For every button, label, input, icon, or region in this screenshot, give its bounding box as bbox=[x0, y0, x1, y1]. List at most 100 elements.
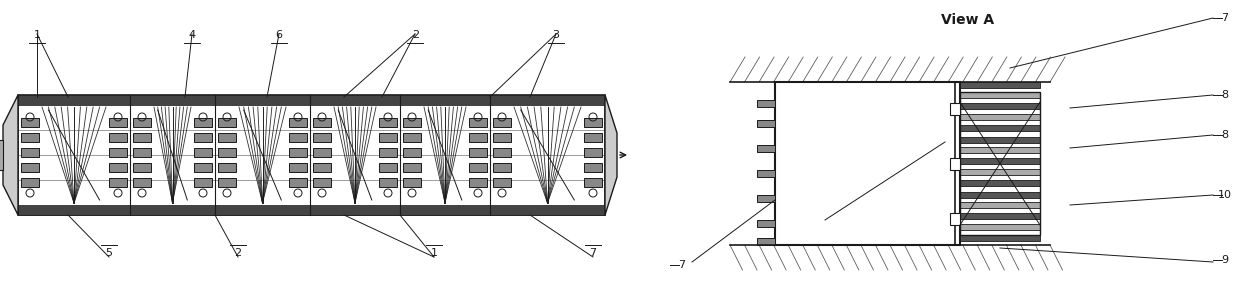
Bar bbox=[756, 220, 775, 227]
Text: 1: 1 bbox=[430, 248, 438, 258]
Bar bbox=[289, 162, 308, 172]
Bar bbox=[756, 195, 775, 202]
Bar bbox=[109, 162, 126, 172]
Bar bbox=[494, 118, 511, 127]
Bar bbox=[218, 148, 236, 157]
Bar bbox=[960, 169, 1040, 175]
Bar bbox=[312, 132, 331, 142]
Bar bbox=[494, 148, 511, 157]
Bar bbox=[193, 132, 212, 142]
Bar bbox=[950, 157, 960, 169]
Bar bbox=[584, 118, 601, 127]
Bar bbox=[193, 162, 212, 172]
Text: 6: 6 bbox=[275, 30, 283, 40]
Bar bbox=[109, 178, 126, 187]
Bar bbox=[133, 162, 151, 172]
Bar bbox=[950, 212, 960, 224]
Bar bbox=[19, 95, 605, 105]
Bar bbox=[960, 103, 1040, 109]
Bar bbox=[289, 178, 308, 187]
Bar bbox=[19, 95, 605, 215]
Text: 9: 9 bbox=[1221, 255, 1229, 265]
Bar bbox=[133, 178, 151, 187]
Text: 2: 2 bbox=[234, 248, 242, 258]
Text: 7: 7 bbox=[678, 260, 686, 270]
Bar bbox=[403, 132, 422, 142]
Bar bbox=[21, 118, 38, 127]
Bar bbox=[289, 132, 308, 142]
Bar bbox=[469, 132, 487, 142]
Bar bbox=[775, 82, 960, 245]
Bar bbox=[756, 238, 775, 245]
Bar bbox=[312, 162, 331, 172]
Bar bbox=[21, 162, 38, 172]
Bar bbox=[133, 118, 151, 127]
Bar bbox=[469, 118, 487, 127]
Bar bbox=[21, 132, 38, 142]
Bar bbox=[960, 213, 1040, 219]
Bar bbox=[756, 120, 775, 127]
Bar bbox=[403, 148, 422, 157]
Text: 3: 3 bbox=[552, 30, 559, 40]
Bar bbox=[218, 162, 236, 172]
Bar bbox=[379, 118, 397, 127]
Bar bbox=[960, 92, 1040, 235]
Text: 2: 2 bbox=[412, 30, 419, 40]
Bar bbox=[469, 178, 487, 187]
Bar bbox=[193, 148, 212, 157]
Bar bbox=[403, 118, 422, 127]
Bar bbox=[19, 205, 605, 215]
Bar bbox=[218, 132, 236, 142]
Bar bbox=[584, 162, 601, 172]
Bar bbox=[960, 235, 1040, 241]
Bar bbox=[403, 178, 422, 187]
Bar bbox=[21, 178, 38, 187]
Bar bbox=[584, 178, 601, 187]
Bar bbox=[756, 170, 775, 177]
Bar bbox=[218, 118, 236, 127]
Bar bbox=[193, 178, 212, 187]
Bar bbox=[950, 102, 960, 114]
Text: 7: 7 bbox=[589, 248, 596, 258]
Bar bbox=[403, 162, 422, 172]
Text: 8: 8 bbox=[1221, 130, 1229, 140]
Bar bbox=[960, 147, 1040, 153]
Bar bbox=[960, 114, 1040, 120]
Bar bbox=[960, 202, 1040, 208]
Bar bbox=[379, 148, 397, 157]
Bar bbox=[960, 191, 1040, 198]
Bar bbox=[494, 162, 511, 172]
Text: 7: 7 bbox=[1221, 13, 1229, 23]
Text: View A: View A bbox=[941, 13, 993, 27]
Bar bbox=[312, 178, 331, 187]
Bar bbox=[109, 118, 126, 127]
Bar bbox=[469, 148, 487, 157]
Bar bbox=[960, 81, 1040, 88]
Bar bbox=[960, 92, 1040, 98]
Text: 10: 10 bbox=[1218, 190, 1233, 200]
Polygon shape bbox=[605, 95, 618, 215]
Bar bbox=[133, 132, 151, 142]
Text: 8: 8 bbox=[1221, 90, 1229, 100]
Bar bbox=[193, 118, 212, 127]
Bar bbox=[960, 125, 1040, 131]
Bar bbox=[960, 180, 1040, 186]
Bar bbox=[584, 132, 601, 142]
Bar bbox=[960, 158, 1040, 164]
Bar bbox=[21, 148, 38, 157]
Bar bbox=[379, 162, 397, 172]
Bar bbox=[584, 148, 601, 157]
Text: 5: 5 bbox=[105, 248, 113, 258]
Bar bbox=[379, 132, 397, 142]
Bar bbox=[756, 100, 775, 107]
Bar bbox=[133, 148, 151, 157]
Bar bbox=[289, 148, 308, 157]
Bar bbox=[469, 162, 487, 172]
Bar bbox=[379, 178, 397, 187]
Text: 4: 4 bbox=[188, 30, 196, 40]
Bar bbox=[960, 136, 1040, 143]
Bar bbox=[312, 148, 331, 157]
Bar bbox=[494, 132, 511, 142]
Bar bbox=[494, 178, 511, 187]
Bar bbox=[312, 118, 331, 127]
